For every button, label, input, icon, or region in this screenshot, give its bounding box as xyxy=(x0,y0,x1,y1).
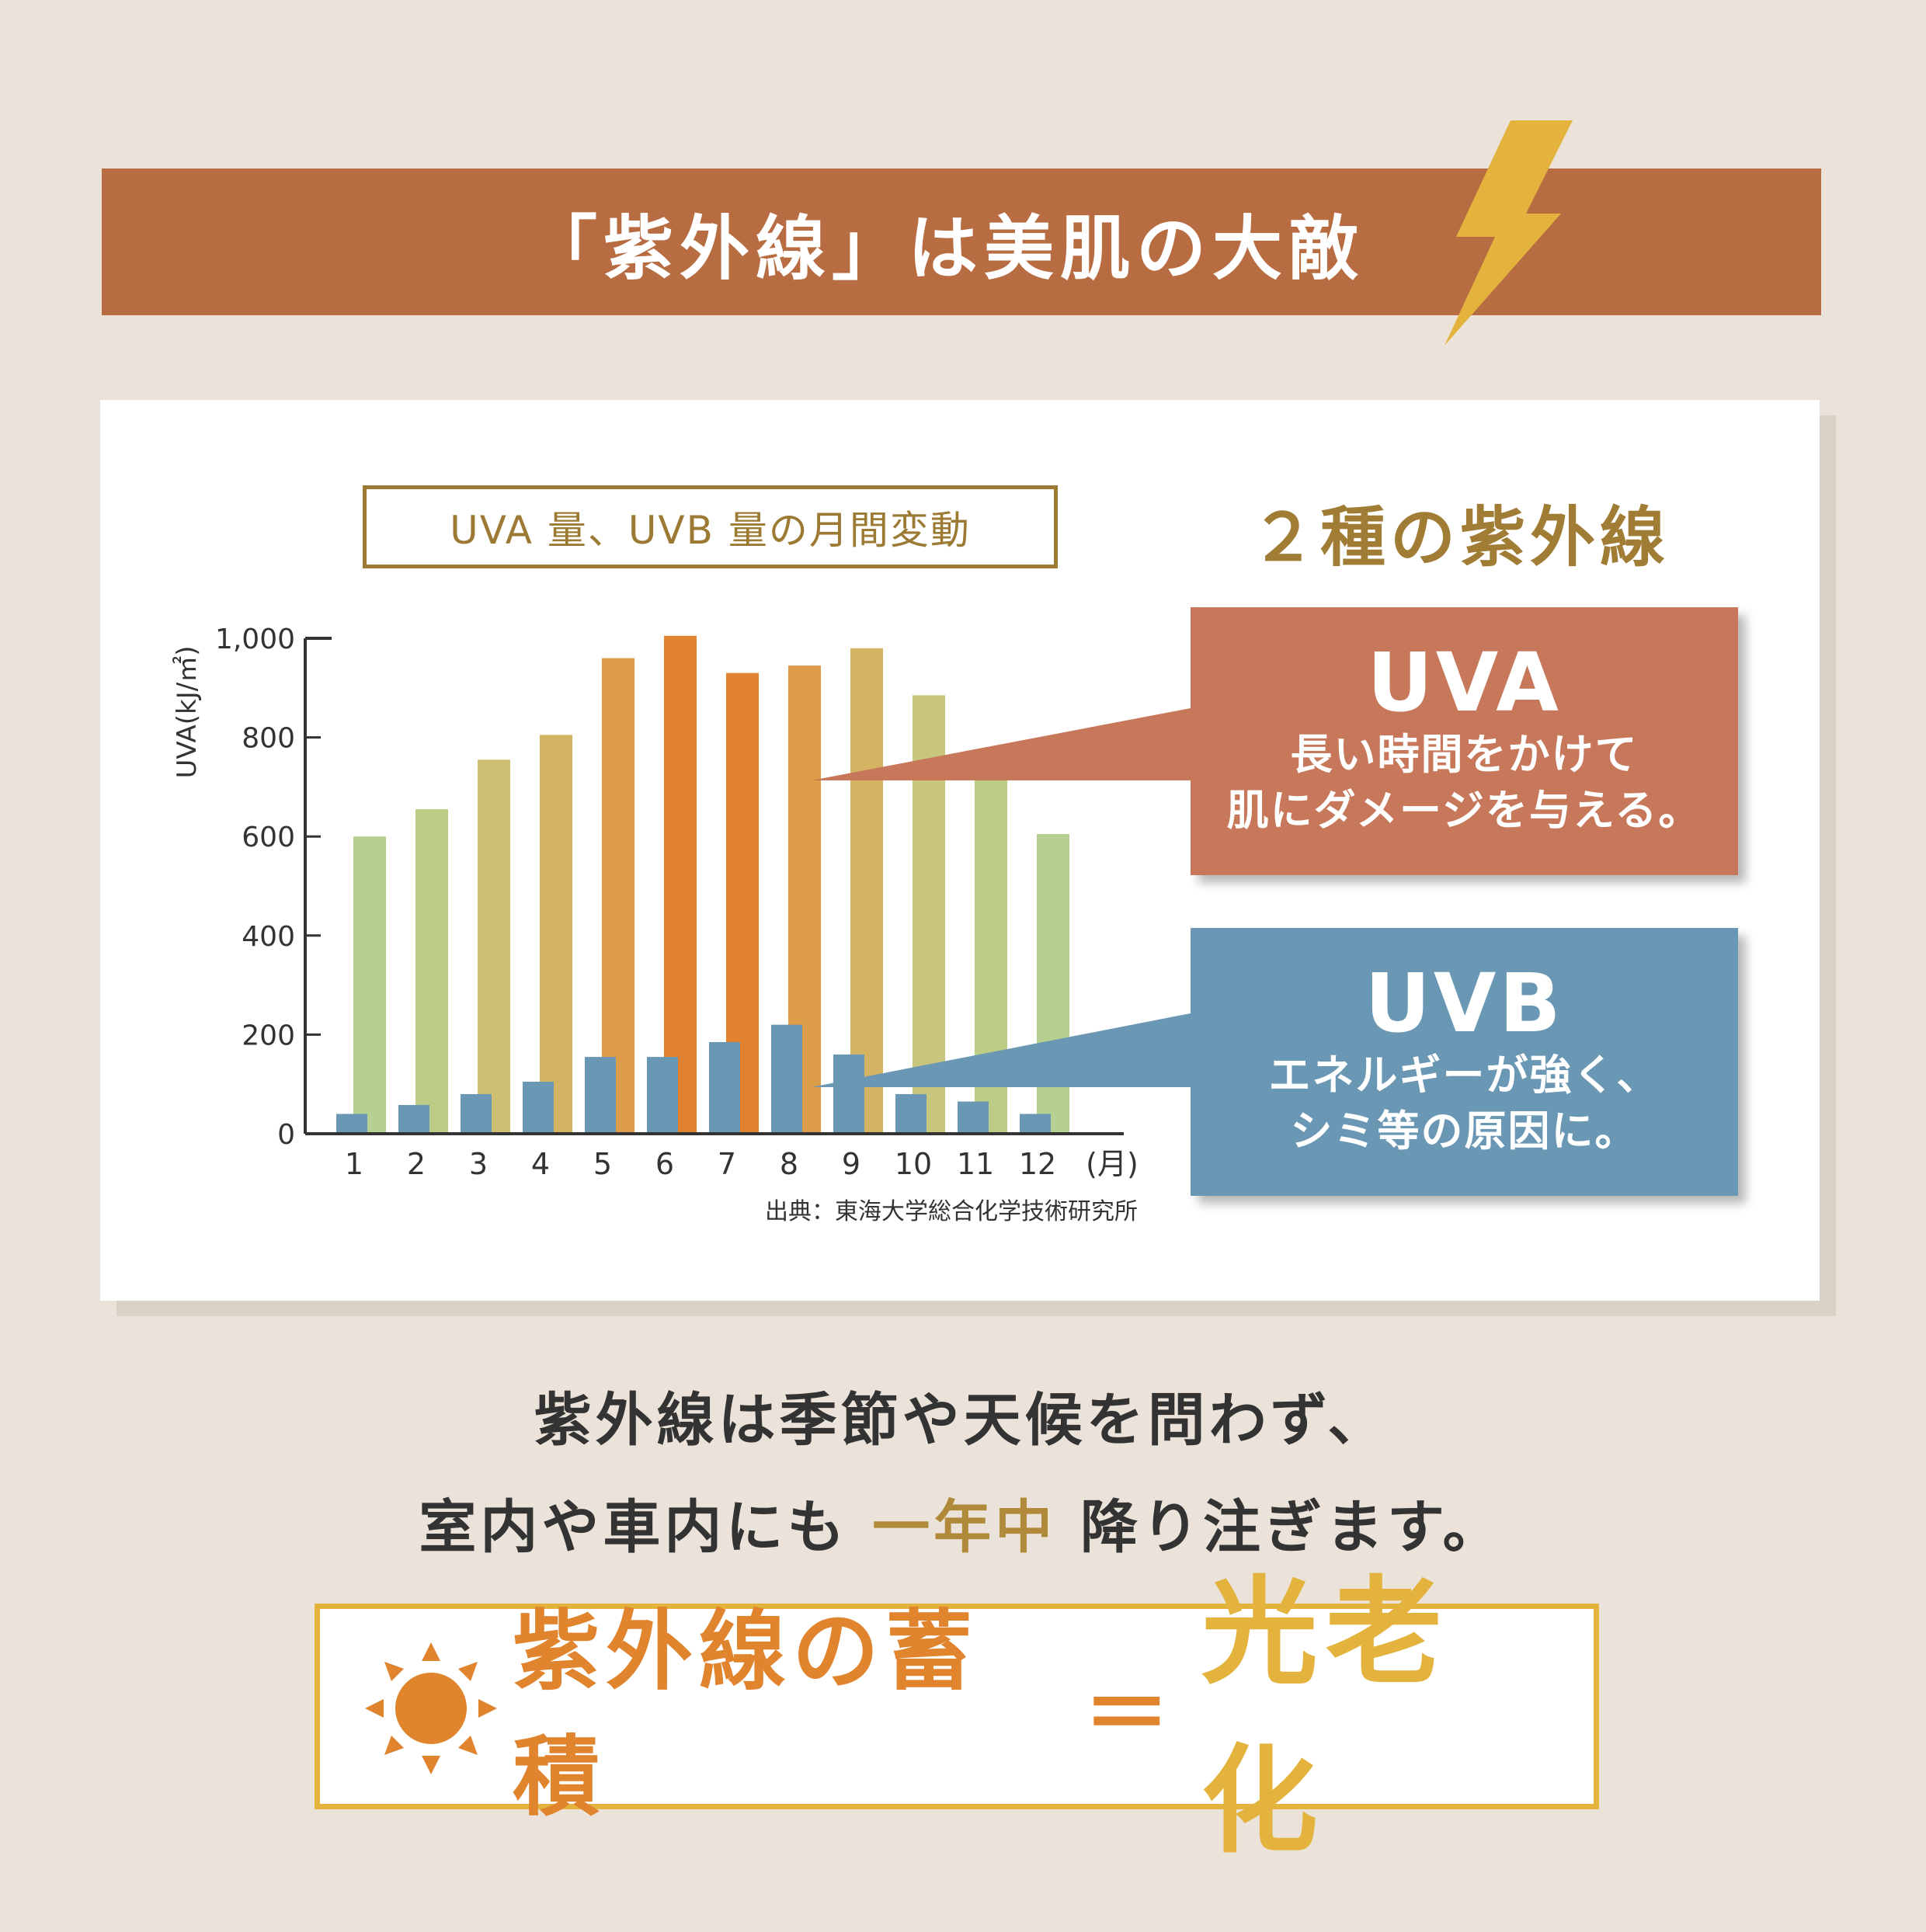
uva-bar xyxy=(353,836,386,1134)
y-tick-label: 1,000 xyxy=(215,624,295,655)
equation-left: 紫外線の蓄積 xyxy=(513,1600,979,1828)
y-tick-label: 800 xyxy=(242,723,295,755)
uvb-bar xyxy=(398,1104,429,1134)
sun-icon xyxy=(365,1642,497,1774)
x-tick-label: 1 xyxy=(345,1147,363,1181)
x-unit-label: (月) xyxy=(1086,1147,1139,1181)
x-tick-label: 7 xyxy=(718,1147,736,1181)
uv-types-heading: ２種の紫外線 xyxy=(1250,499,1670,575)
uvb-callout: UVB エネルギーが強く、 シミ等の原因に。 xyxy=(1191,928,1738,1196)
uva-bar xyxy=(415,809,448,1134)
chart-title: UVA 量、UVB 量の月間変動 xyxy=(363,485,1058,568)
uvb-bar xyxy=(585,1057,616,1134)
conclusion-box xyxy=(315,1604,1599,1809)
message-line-2: 室内や車内にも 一年中 降り注ぎます。 xyxy=(102,1474,1821,1581)
x-tick-label: 2 xyxy=(407,1147,426,1181)
uva-callout-pointer xyxy=(812,708,1191,780)
conclusion-equation: 紫外線の蓄積 ＝ 光老化 xyxy=(513,1565,1561,1869)
uva-bar xyxy=(664,635,697,1134)
equation-equals: ＝ xyxy=(1083,1663,1170,1765)
equation-right: 光老化 xyxy=(1201,1565,1450,1869)
x-tick-label: 11 xyxy=(957,1147,994,1181)
uvb-callout-line-1: エネルギーが強く、 xyxy=(1268,1051,1660,1100)
uva-callout: UVA 長い時間をかけて 肌にダメージを与える。 xyxy=(1191,607,1738,875)
lightning-bolt-icon xyxy=(1444,120,1573,346)
y-axis-label: UVA(kJ/㎡) xyxy=(172,646,203,779)
uvb-bar xyxy=(895,1093,926,1134)
x-tick-label: 10 xyxy=(895,1147,932,1181)
uvb-callout-title: UVB xyxy=(1365,956,1564,1051)
uvb-bar xyxy=(958,1101,989,1134)
message-line-2-pre: 室内や車内にも xyxy=(419,1494,849,1561)
message-highlight: 一年中 xyxy=(872,1494,1057,1561)
source-note: 出典：東海大学総合化学技術研究所 xyxy=(765,1198,1138,1225)
x-tick-label: 6 xyxy=(655,1147,674,1181)
y-tick-label: 200 xyxy=(242,1020,295,1051)
uva-callout-line-2: 肌にダメージを与える。 xyxy=(1226,786,1702,836)
message-line-1: 紫外線は季節や天候を問わず、 xyxy=(534,1387,1389,1454)
uva-bar xyxy=(1037,834,1069,1134)
uva-callout-title: UVA xyxy=(1367,635,1562,730)
uvb-bar xyxy=(336,1114,367,1134)
uvb-bar xyxy=(523,1082,554,1134)
y-tick-label: 400 xyxy=(242,921,295,953)
uvb-bar xyxy=(833,1054,864,1134)
y-tick-label: 600 xyxy=(242,822,295,853)
x-tick-label: 12 xyxy=(1019,1147,1056,1181)
uva-bar xyxy=(850,648,883,1134)
uvb-bar xyxy=(461,1093,492,1134)
uvb-callout-line-2: シミ等の原因に。 xyxy=(1290,1107,1639,1156)
uvb-bar xyxy=(771,1024,802,1134)
x-tick-label: 8 xyxy=(780,1147,798,1181)
x-tick-label: 3 xyxy=(469,1147,488,1181)
uva-bar xyxy=(478,759,510,1134)
uvb-bar xyxy=(1020,1114,1051,1134)
uvb-bar xyxy=(647,1057,678,1134)
main-message: 紫外線は季節や天候を問わず、 室内や車内にも 一年中 降り注ぎます。 xyxy=(102,1367,1821,1581)
uva-callout-line-1: 長い時間をかけて xyxy=(1290,730,1639,780)
uvb-bar xyxy=(709,1041,740,1134)
y-tick-label: 0 xyxy=(277,1119,295,1151)
x-tick-label: 5 xyxy=(593,1147,612,1181)
uvb-callout-pointer xyxy=(812,1013,1191,1087)
page-title: 「紫外線」は美肌の大敵 xyxy=(527,207,1365,290)
message-line-2-post: 降り注ぎます。 xyxy=(1079,1494,1504,1561)
uva-bar xyxy=(602,658,634,1134)
x-tick-label: 4 xyxy=(531,1147,550,1181)
uva-bar xyxy=(540,735,572,1134)
x-tick-label: 9 xyxy=(842,1147,860,1181)
